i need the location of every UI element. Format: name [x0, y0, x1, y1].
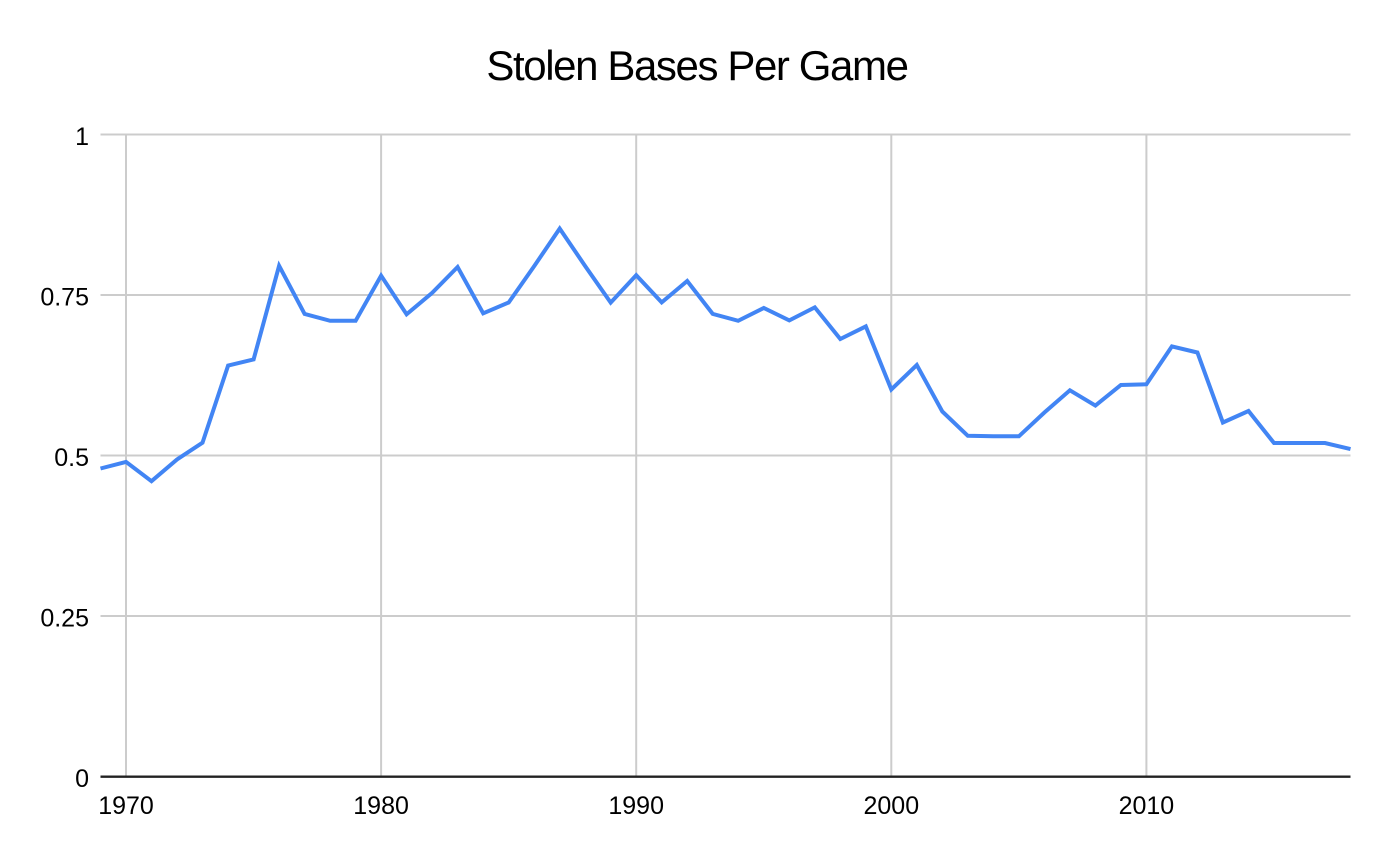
svg-text:0.25: 0.25 — [40, 604, 89, 632]
svg-text:2000: 2000 — [863, 792, 919, 820]
svg-text:0.75: 0.75 — [40, 283, 89, 311]
svg-text:1980: 1980 — [353, 792, 409, 820]
svg-text:1: 1 — [75, 123, 89, 151]
svg-text:2010: 2010 — [1119, 792, 1175, 820]
svg-text:1990: 1990 — [608, 792, 664, 820]
svg-text:Stolen Bases Per Game: Stolen Bases Per Game — [486, 42, 907, 89]
svg-text:0: 0 — [75, 765, 89, 793]
svg-text:0.5: 0.5 — [54, 444, 89, 472]
svg-text:1970: 1970 — [98, 792, 154, 820]
